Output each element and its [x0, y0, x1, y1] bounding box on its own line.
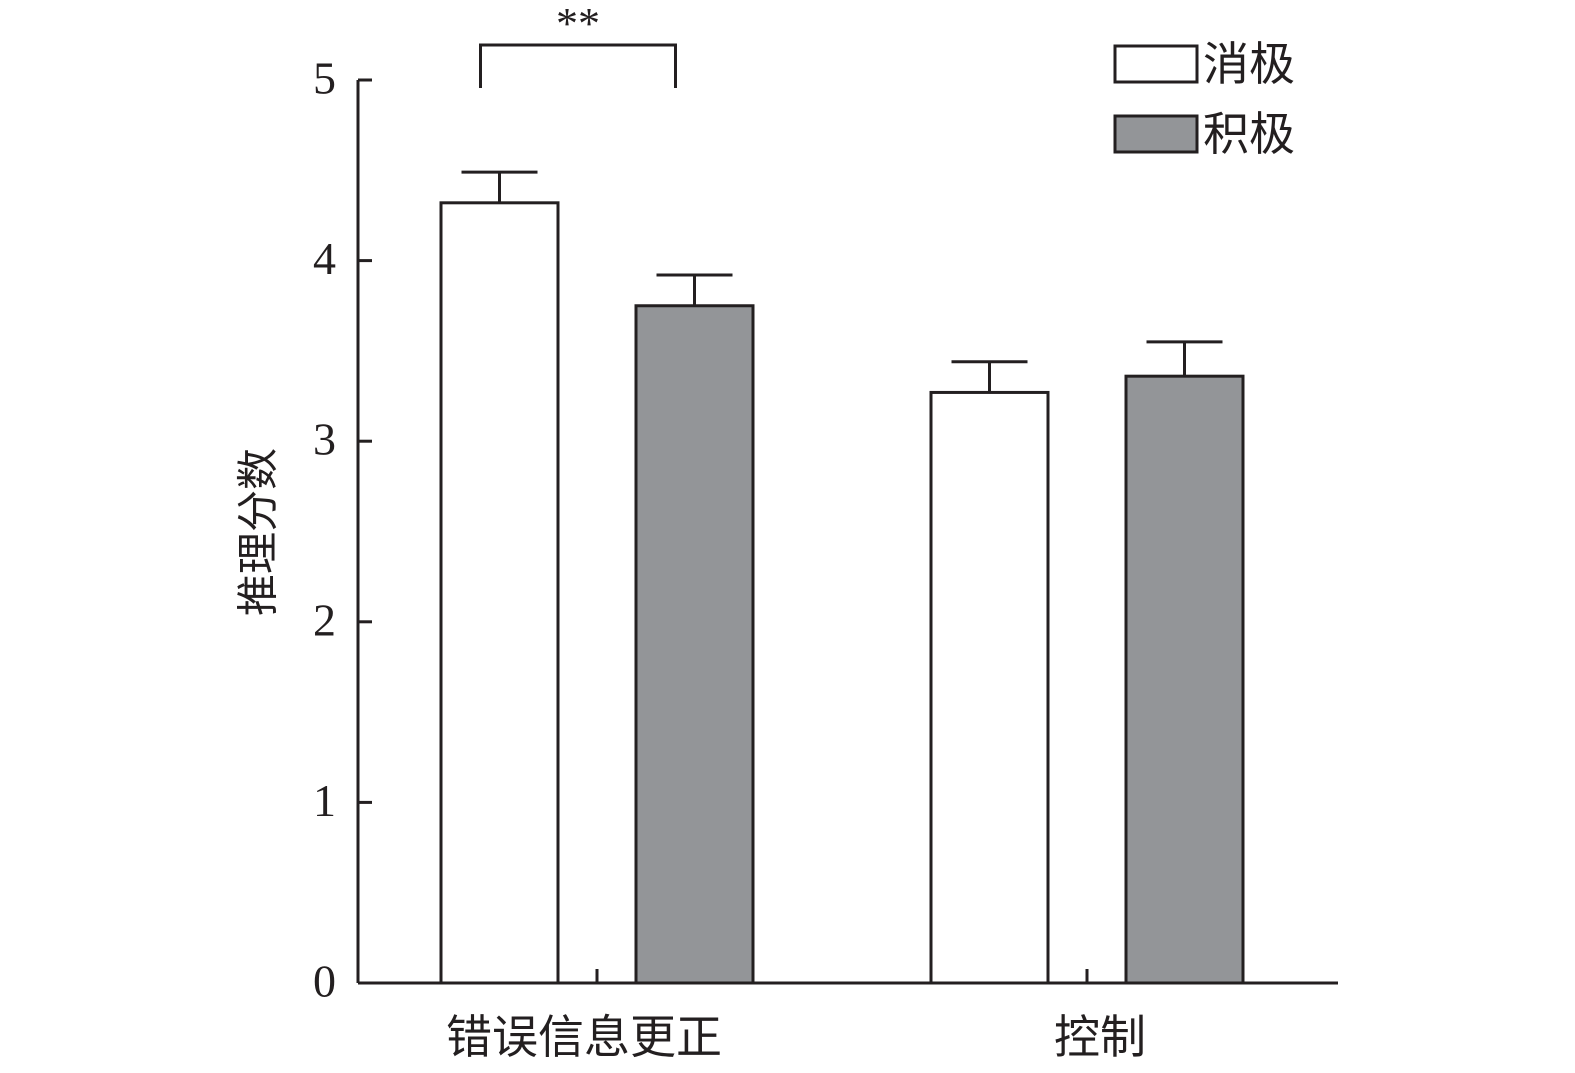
bar-1-0	[929, 390, 1050, 985]
y-tick-label-2: 2	[313, 594, 336, 645]
y-tick-label-5: 5	[313, 53, 336, 104]
legend: 消极 积极	[1113, 37, 1295, 161]
category-label-control: 控制	[1054, 1010, 1146, 1064]
legend-label-negative: 消极	[1203, 37, 1295, 91]
significance-bracket	[479, 43, 677, 88]
category-label-correction: 错误信息更正	[446, 1010, 722, 1064]
legend-swatch-positive	[1113, 114, 1199, 154]
y-tick-label-0: 0	[313, 956, 336, 1007]
bar-0-0	[439, 201, 560, 985]
y-tick-label-1: 1	[313, 775, 336, 826]
bars	[439, 170, 1245, 985]
y-axis-label: 推理分数	[234, 448, 283, 616]
bar-1-1	[1124, 374, 1245, 985]
y-tick-label-3: 3	[313, 414, 336, 465]
legend-label-positive: 积极	[1203, 107, 1295, 161]
significance-label: **	[556, 0, 600, 48]
y-tick-label-4: 4	[313, 233, 336, 284]
bar-0-1	[634, 304, 755, 985]
y-axis-ticks: 0 1 2 3 4 5	[313, 53, 372, 1007]
legend-swatch-negative	[1113, 44, 1199, 84]
